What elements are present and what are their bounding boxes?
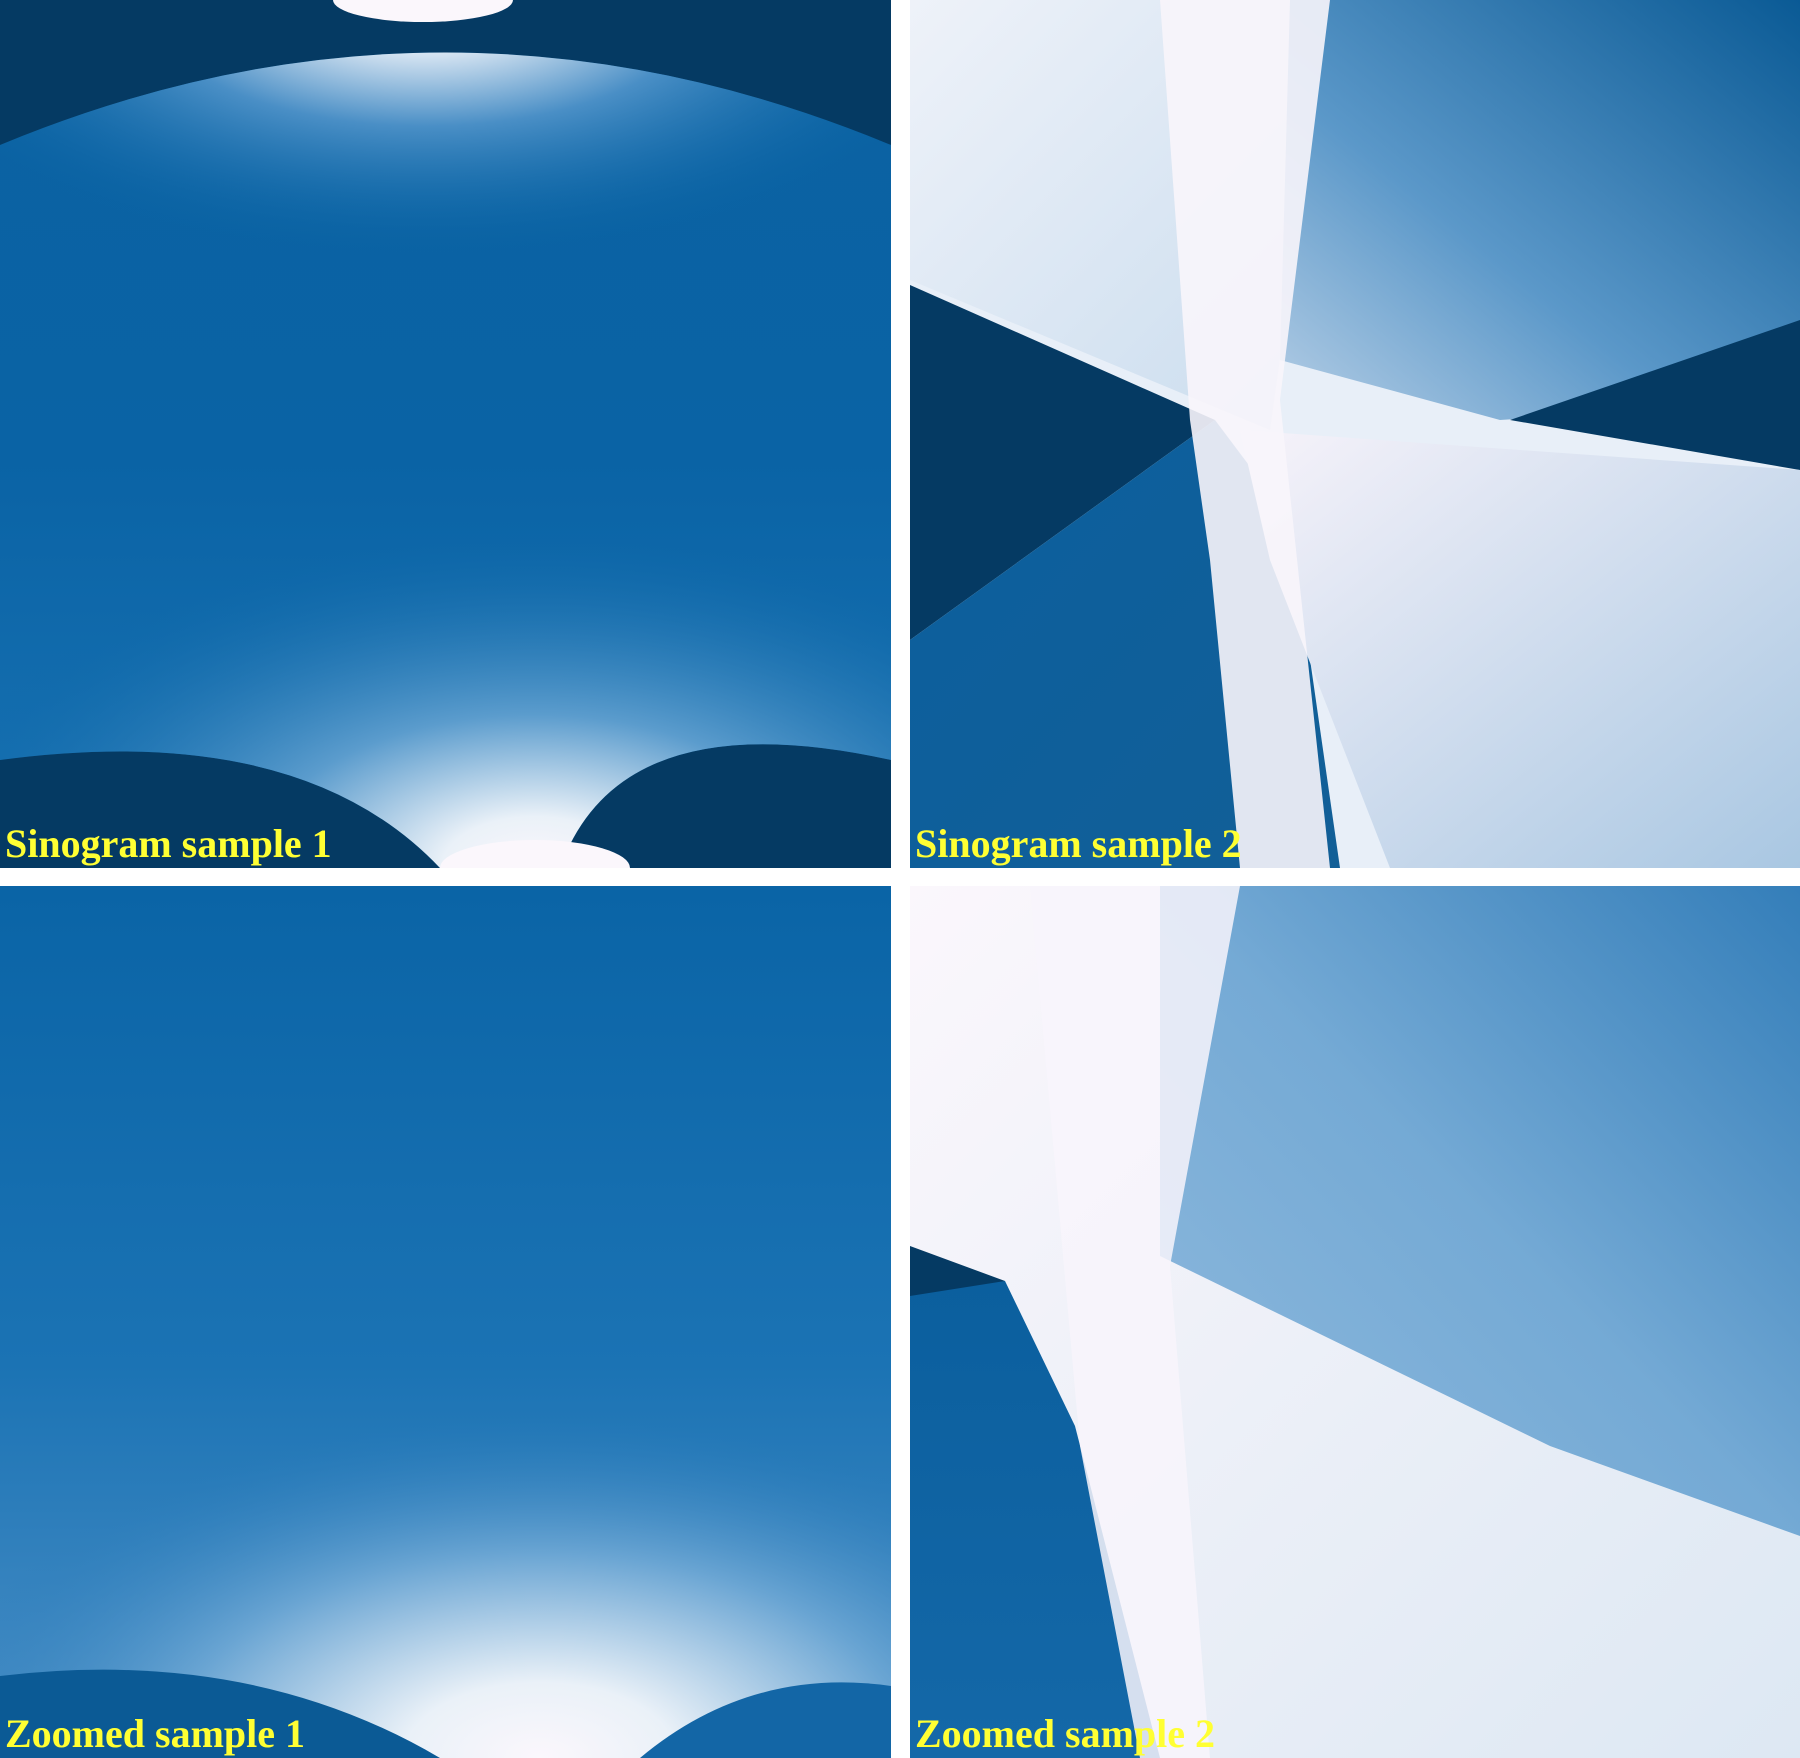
sinogram-sample-2-caption: Sinogram sample 2 bbox=[915, 821, 1242, 866]
zoomed-sample-2-panel: Zoomed sample 2 bbox=[910, 886, 1800, 1758]
sinogram-sample-1-panel: Sinogram sample 1 bbox=[0, 0, 891, 868]
zoomed-sample-1-image bbox=[0, 886, 891, 1758]
sinogram-sample-1-image bbox=[0, 0, 891, 868]
sinogram-sample-2-panel: Sinogram sample 2 bbox=[910, 0, 1800, 868]
zoomed-sample-1-caption: Zoomed sample 1 bbox=[5, 1711, 305, 1756]
zoomed-sample-2-caption: Zoomed sample 2 bbox=[915, 1711, 1215, 1756]
sinogram-sample-1-caption: Sinogram sample 1 bbox=[5, 821, 332, 866]
zoomed-sample-1-panel: Zoomed sample 1 bbox=[0, 886, 891, 1758]
sinogram-sample-2-image bbox=[910, 0, 1800, 868]
zoomed-sample-2-image bbox=[910, 886, 1800, 1758]
